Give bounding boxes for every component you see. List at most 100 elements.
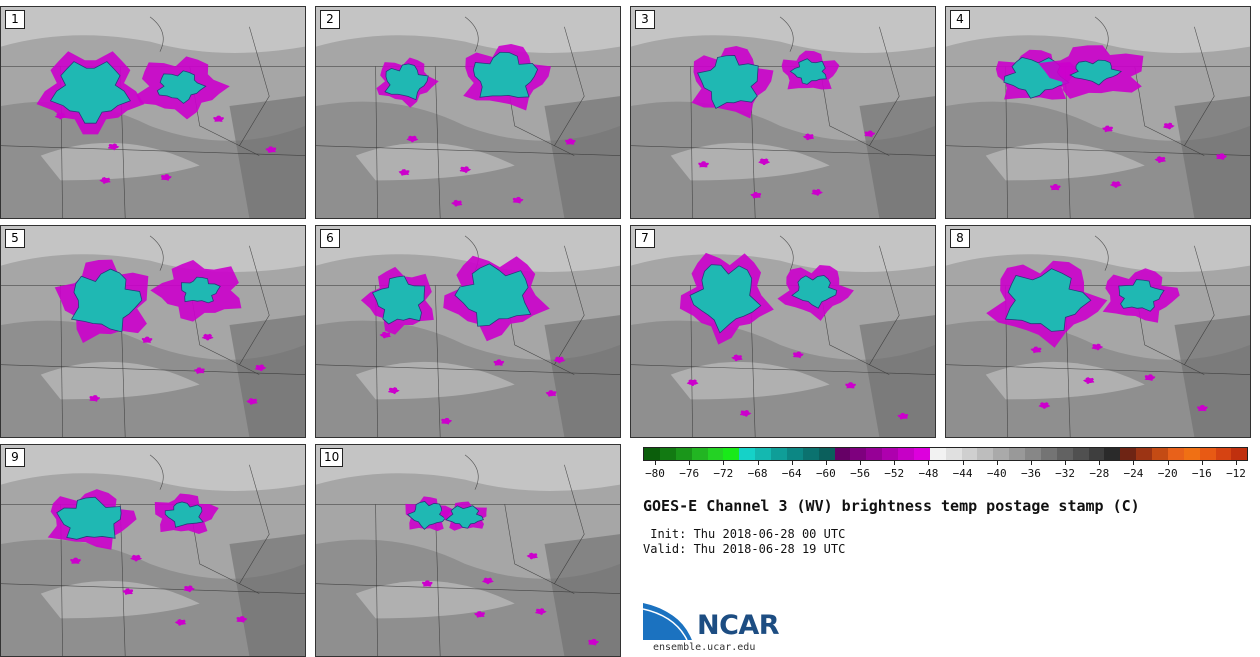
colorbar-tick-label: −16 (1191, 467, 1212, 480)
colorbar-segment (850, 448, 867, 460)
member-number-label: 5 (5, 229, 25, 248)
colorbar-segment (977, 448, 994, 460)
colorbar-segment (1009, 448, 1025, 460)
colorbar-tick-label: −32 (1055, 467, 1076, 480)
wv-map (946, 7, 1250, 218)
colorbar-tick-mark (791, 461, 793, 465)
colorbar-tick-mark (825, 461, 827, 465)
member-number-label: 6 (320, 229, 340, 248)
colorbar-segment (1056, 448, 1073, 460)
member-panel: 2 (315, 6, 621, 219)
colorbar-segment (802, 448, 819, 460)
valid-time: Valid: Thu 2018-06-28 19 UTC (643, 542, 846, 556)
figure-title: GOES-E Channel 3 (WV) brightness temp po… (643, 497, 1140, 515)
colorbar-segment (755, 448, 771, 460)
member-panel: 8 (945, 225, 1251, 438)
colorbar-segment (1040, 448, 1057, 460)
colorbar-tick-mark (1030, 461, 1032, 465)
wv-map (1, 7, 305, 218)
wv-map (316, 445, 620, 656)
colorbar-segment (913, 448, 930, 460)
colorbar-tick-mark (1133, 461, 1135, 465)
wv-map (1, 226, 305, 437)
colorbar-tick-label: −64 (781, 467, 802, 480)
colorbar-segment (1167, 448, 1184, 460)
colorbar-tick-mark (894, 461, 896, 465)
colorbar-tick-label: −72 (713, 467, 734, 480)
wv-map (631, 7, 935, 218)
colorbar-tick-label: −12 (1226, 467, 1246, 480)
colorbar-segment (1215, 448, 1232, 460)
member-number-label: 10 (320, 448, 344, 467)
colorbar-tick-mark (1065, 461, 1067, 465)
colorbar-tick-label: −20 (1157, 467, 1178, 480)
colorbar-segment (675, 448, 692, 460)
colorbar-segment (1088, 448, 1105, 460)
colorbar-tick-mark (655, 461, 656, 465)
member-panel: 1 (0, 6, 306, 219)
colorbar-tick-label: −80 (645, 467, 665, 480)
colorbar-tick-label: −44 (952, 467, 973, 480)
member-panel: 4 (945, 6, 1251, 219)
colorbar-segment (898, 448, 914, 460)
colorbar-tick-label: −60 (815, 467, 836, 480)
colorbar-segment (1231, 448, 1247, 460)
colorbar-segment (1183, 448, 1200, 460)
colorbar-tick-mark (1167, 461, 1169, 465)
colorbar-segment (929, 448, 946, 460)
colorbar-segment (834, 448, 851, 460)
colorbar-segment (707, 448, 724, 460)
colorbar-segment (644, 448, 660, 460)
colorbar-segment (945, 448, 962, 460)
colorbar-ticks: −80 −76 −72 −68 −64 −60 −56 −52 −48 −44 −40 −36 −32−… (643, 461, 1248, 483)
colorbar-tick-label: −36 (1021, 467, 1041, 480)
member-panel: 9 (0, 444, 306, 657)
wv-map (946, 226, 1250, 437)
colorbar-tick-label: −24 (1123, 467, 1144, 480)
member-number-label: 8 (950, 229, 970, 248)
wv-map (1, 445, 305, 656)
colorbar-tick-mark (1236, 461, 1237, 465)
wv-map (316, 7, 620, 218)
colorbar-tick-label: −56 (850, 467, 870, 480)
member-panel: 6 (315, 225, 621, 438)
colorbar-segment (1120, 448, 1137, 460)
colorbar-tick-label: −52 (884, 467, 905, 480)
ncar-logo-icon (643, 601, 694, 641)
colorbar-tick-mark (723, 461, 725, 465)
colorbar-segment (1072, 448, 1089, 460)
colorbar-segment (771, 448, 787, 460)
colorbar-tick-mark (689, 461, 691, 465)
colorbar-tick-label: −28 (1089, 467, 1110, 480)
wv-map (316, 226, 620, 437)
colorbar-tick-mark (928, 461, 930, 465)
member-number-label: 9 (5, 448, 25, 467)
colorbar-tick-label: −40 (986, 467, 1007, 480)
member-panel: 10 (315, 444, 621, 657)
colorbar-segment (961, 448, 978, 460)
colorbar (643, 447, 1248, 461)
logo-url: ensemble.ucar.edu (653, 642, 756, 653)
colorbar-segment (739, 448, 756, 460)
ncar-logo-text: NCAR (697, 610, 780, 641)
colorbar-segment (993, 448, 1010, 460)
colorbar-segment (786, 448, 803, 460)
colorbar-tick-label: −68 (747, 467, 768, 480)
init-time: Init: Thu 2018-06-28 00 UTC (643, 527, 846, 541)
colorbar-tick-mark (996, 461, 998, 465)
colorbar-segment (1136, 448, 1152, 460)
colorbar-segment (882, 448, 898, 460)
colorbar-tick-label: −76 (679, 467, 700, 480)
colorbar-segment (723, 448, 740, 460)
colorbar-segment (659, 448, 676, 460)
colorbar-tick-mark (860, 461, 862, 465)
wv-map (631, 226, 935, 437)
colorbar-segment (1025, 448, 1041, 460)
colorbar-tick-mark (1099, 461, 1101, 465)
colorbar-tick-label: −48 (918, 467, 939, 480)
member-panel: 5 (0, 225, 306, 438)
colorbar-segment (1199, 448, 1216, 460)
colorbar-segment (818, 448, 835, 460)
member-number-label: 2 (320, 10, 340, 29)
member-panel: 3 (630, 6, 936, 219)
